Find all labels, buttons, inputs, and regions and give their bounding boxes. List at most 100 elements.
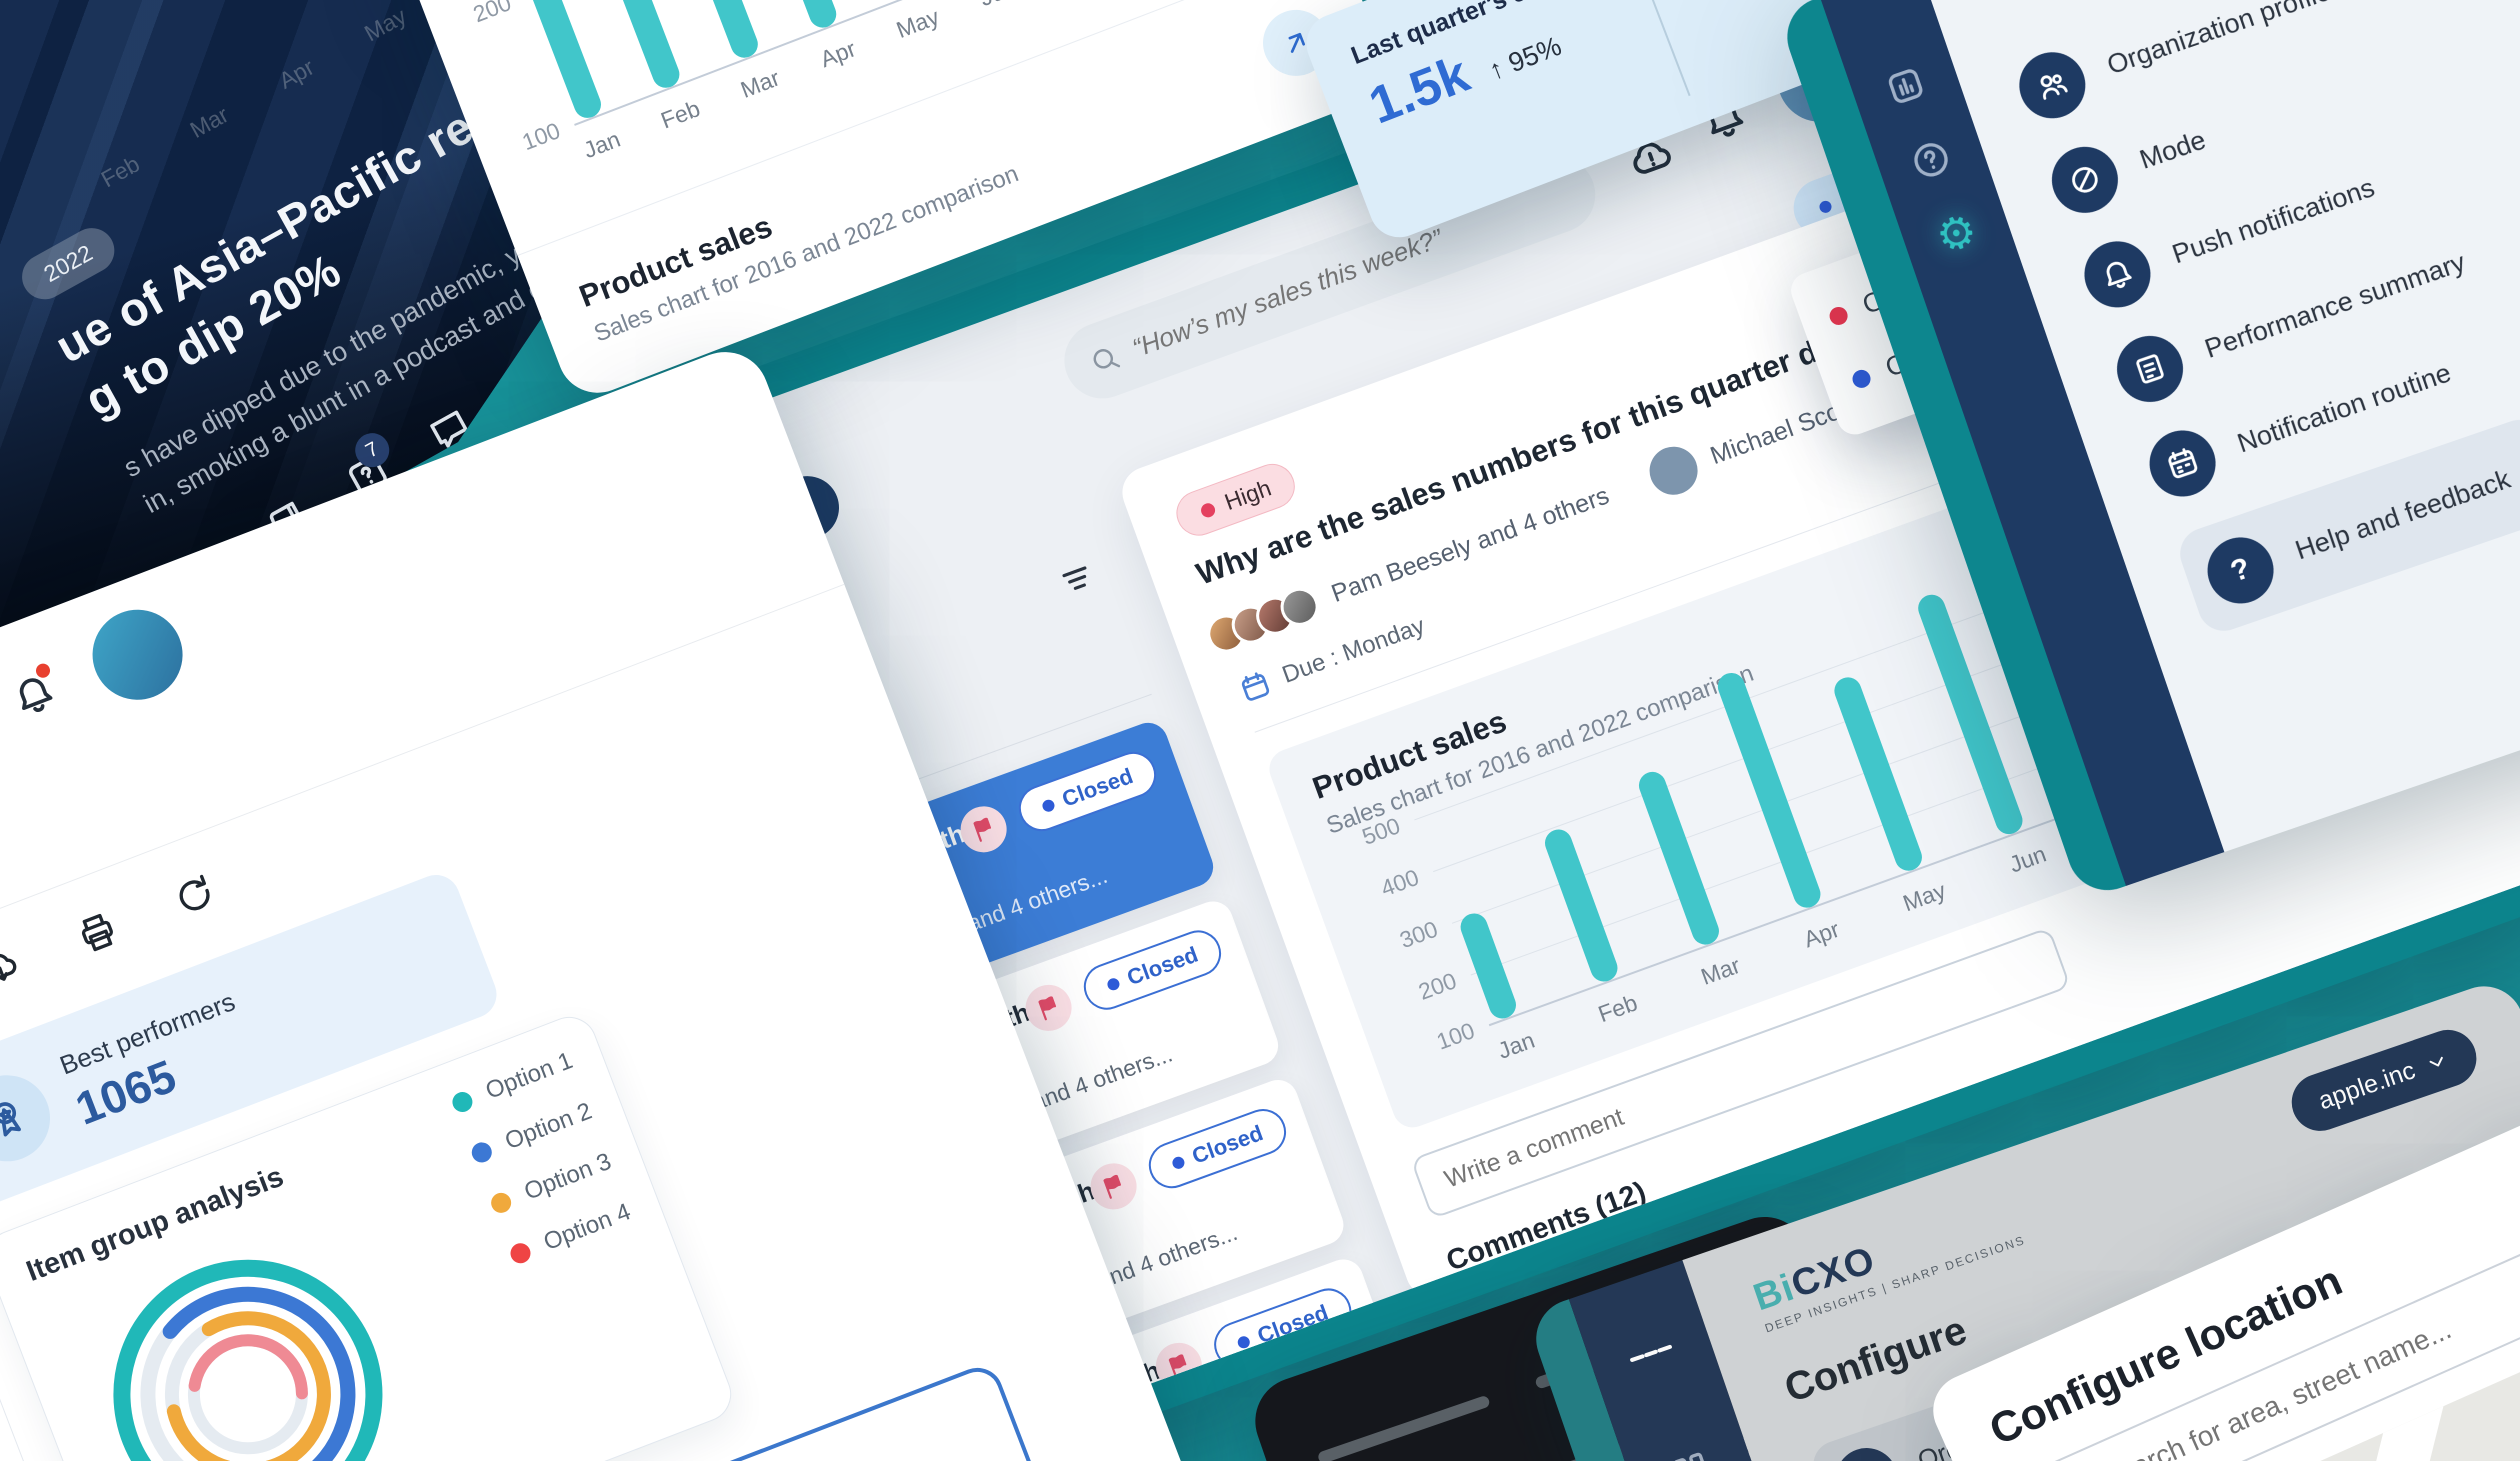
refresh-icon[interactable]: [169, 869, 221, 921]
comment-icon[interactable]: [422, 401, 479, 458]
ai-search-bar[interactable]: [1053, 146, 1606, 410]
status-dot: [1105, 976, 1121, 993]
bar: [1541, 825, 1622, 986]
notification-bell-icon[interactable]: [6, 661, 63, 723]
legend-label: Option 4: [539, 1198, 635, 1256]
month-label: Apr: [816, 35, 860, 73]
query-status-chip[interactable]: Closed: [1077, 924, 1228, 1017]
settings-gear-icon-active[interactable]: ⚙: [1929, 203, 1984, 265]
query-status: Closed: [1188, 1120, 1267, 1170]
document-icon: [2108, 326, 2192, 411]
y-tick: 100: [1433, 1017, 1479, 1055]
y-tick: 200: [1414, 967, 1460, 1005]
product-sales-card: 300 200 100 JanFebMarAprMayJunJulAugSep …: [323, 0, 1397, 405]
chevron-down-icon: [2429, 1056, 2443, 1066]
flag-icon[interactable]: [1148, 1336, 1208, 1396]
sale-delta: ↑ 95%: [1484, 30, 1566, 86]
sort-filter-icon[interactable]: [1054, 554, 1103, 603]
closed-dot: [1817, 199, 1834, 215]
download-cloud-icon[interactable]: [0, 944, 26, 996]
owner-avatar: [1643, 439, 1705, 502]
calendar-icon: [2140, 421, 2225, 506]
config-item-label: Help and feedback: [2291, 463, 2514, 565]
query-status: Closed: [1253, 1299, 1332, 1348]
config-item-label: Notification routine: [2233, 356, 2455, 458]
bar: [1634, 768, 1723, 949]
bar: [1456, 909, 1520, 1023]
configure-panel: ⚙ Configure Organization profile Mode Pu…: [1776, 0, 2520, 901]
medal-icon: [0, 1062, 63, 1174]
people-icon: [1827, 1439, 1907, 1461]
month-label: May: [892, 3, 943, 44]
cloud-alert-icon[interactable]: [1622, 128, 1681, 187]
month-label: Jun: [2005, 840, 2050, 878]
month-label: Jan: [579, 125, 624, 164]
month-label: Jun: [976, 0, 1020, 12]
open-chart-arrow-icon[interactable]: [1253, 0, 1339, 86]
dashboard-grid-icon[interactable]: [1663, 1443, 1719, 1461]
legend-label: Option 2: [501, 1097, 596, 1156]
status-dot: [1235, 1334, 1251, 1350]
y-tick: 200: [469, 0, 515, 28]
query-status-chip[interactable]: Closed: [1142, 1102, 1293, 1196]
config-item-label: Push notifications: [2168, 171, 2379, 269]
priority-dot: [1198, 500, 1217, 519]
config-item-label: Mode: [2135, 123, 2210, 175]
calendar-icon: [1241, 672, 1270, 701]
status-option-dot: [1826, 303, 1850, 328]
priority-label: High: [1221, 474, 1275, 516]
legend-row: Option 4: [506, 1198, 634, 1270]
top-chart-title: Product sales: [574, 207, 777, 314]
flag-icon[interactable]: [1083, 1157, 1143, 1217]
reports-chart-icon[interactable]: [1878, 58, 1934, 114]
detail-avatars: [1201, 582, 1324, 658]
donut-chart: [113, 1259, 383, 1461]
query-status: Closed: [1123, 941, 1202, 991]
config-item-mode[interactable]: Mode: [2042, 0, 2520, 222]
query-status-chip[interactable]: Closed: [1207, 1281, 1358, 1374]
y-tick: 100: [518, 117, 564, 156]
month-label: Apr: [1800, 915, 1843, 953]
flag-icon[interactable]: [1018, 978, 1078, 1038]
bar: [1713, 669, 1824, 912]
item-group-legend: Option 1 Option 2 Option 3 Option 4: [448, 1047, 644, 1294]
legend-label: Option 1: [481, 1047, 577, 1105]
org-selector[interactable]: apple.inc: [2283, 1022, 2485, 1139]
hamburger-menu-icon[interactable]: [1623, 1325, 1679, 1381]
month-label: Jan: [1494, 1026, 1539, 1064]
month-label: Mar: [736, 64, 784, 103]
legend-label: Option 3: [520, 1147, 616, 1206]
query-status: Closed: [1058, 763, 1137, 812]
help-circle-icon[interactable]: [1903, 132, 1959, 188]
help-icon: ?: [2198, 528, 2283, 613]
mode-icon: [2042, 137, 2127, 222]
heart-icon[interactable]: [504, 356, 561, 413]
query-card[interactable]: Why are the sales numbers for this quart…: [734, 1253, 1414, 1461]
y-tick: 400: [1377, 863, 1423, 902]
analytics-panel: 5,002 L Best performers 1065 Item gr: [0, 339, 1199, 1461]
config-item-notification-routine[interactable]: Notification routine: [2140, 216, 2520, 506]
bar: [675, 0, 840, 32]
bell-icon: [2075, 232, 2160, 317]
legend-dot: [488, 1189, 515, 1216]
user-avatar[interactable]: [79, 596, 196, 713]
legend-dot: [507, 1240, 534, 1267]
month-label: May: [1899, 877, 1950, 917]
search-icon: [1093, 349, 1121, 369]
y-tick: 300: [1396, 915, 1442, 954]
legend-dot: [469, 1139, 495, 1166]
status-dot: [1170, 1155, 1186, 1171]
month-label: Feb: [657, 95, 704, 134]
query-status-chip[interactable]: Closed: [1012, 745, 1163, 838]
config-item-organization-profile[interactable]: Organization profile: [2010, 0, 2520, 128]
flag-icon[interactable]: [953, 799, 1013, 859]
config-item-label: Organization profile: [2103, 0, 2335, 80]
month-label: Mar: [1697, 951, 1744, 990]
configure-sidebar: ⚙: [1819, 0, 2225, 886]
people-icon: [2010, 43, 2095, 128]
print-icon[interactable]: [72, 907, 124, 959]
config-item-performance-summary[interactable]: Performance summary: [2108, 122, 2520, 411]
config-item-push-notifications[interactable]: Push notifications: [2075, 27, 2520, 317]
month-label: Feb: [1594, 989, 1641, 1028]
